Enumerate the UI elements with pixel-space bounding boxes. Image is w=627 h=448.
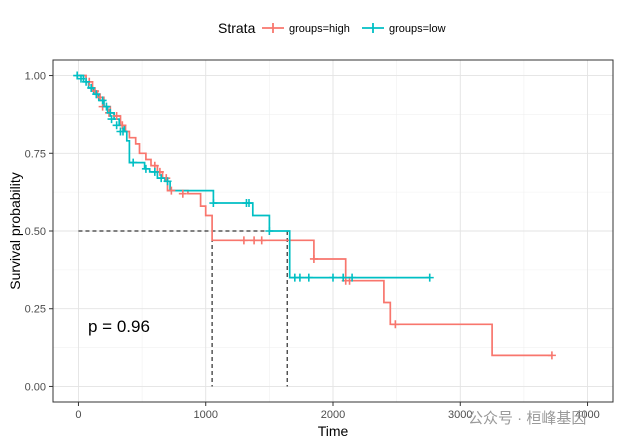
legend-title: Strata [218, 20, 256, 36]
x-axis-title: Time [318, 423, 349, 439]
gridlines [53, 60, 613, 402]
censor-mark-low [92, 90, 101, 99]
censor-mark-low [265, 227, 274, 235]
y-tick-label: 0.25 [25, 304, 46, 316]
censor-mark-low [102, 102, 111, 111]
censor-mark-high [239, 236, 248, 245]
censor-mark-low [295, 273, 304, 282]
x-tick-label: 0 [75, 409, 81, 421]
censor-mark-high [257, 236, 266, 245]
censor-mark-low [107, 115, 116, 124]
censor-mark-high [547, 351, 556, 360]
censor-marks [73, 71, 556, 360]
x-tick-label: 1000 [193, 409, 217, 421]
censor-mark-high [309, 254, 318, 263]
censor-mark-high [250, 236, 259, 245]
y-tick-label: 1.00 [25, 71, 46, 83]
watermark: 公众号 · 桓峰基因 [468, 410, 586, 427]
y-tick-label: 0.50 [25, 226, 46, 238]
censor-mark-low [304, 273, 313, 282]
censor-mark-low [129, 158, 138, 167]
censor-mark-high [112, 111, 121, 120]
censor-mark-high [167, 186, 176, 195]
censor-mark-low [348, 273, 357, 282]
median-lines [78, 230, 288, 387]
censor-mark-low [98, 96, 107, 105]
censor-mark-high [391, 320, 400, 329]
p-value-annotation: p = 0.96 [88, 317, 150, 336]
survival-curve-low [78, 74, 430, 279]
y-tick-label: 0.75 [25, 148, 46, 160]
censor-mark-low [425, 273, 434, 282]
y-axis-title: Survival probability [7, 172, 23, 290]
legend-key-high [262, 23, 284, 33]
x-tick-label: 4000 [575, 409, 599, 421]
legend: Strata groups=high groups=low [218, 20, 446, 36]
y-tick-label: 0.00 [25, 381, 46, 393]
censor-mark-low [339, 273, 348, 282]
censor-mark-low [106, 108, 115, 117]
censor-mark-low [119, 127, 127, 136]
censor-mark-low [209, 199, 218, 208]
axes: 0 1000 2000 3000 4000 0.00 0.25 0.50 0.75 1.00 [25, 71, 600, 421]
x-tick-label: 3000 [448, 409, 472, 421]
censor-mark-low [77, 74, 85, 83]
censor-mark-low [157, 174, 166, 183]
censor-mark-high [178, 189, 187, 198]
legend-label-low: groups=low [389, 23, 446, 35]
censor-mark-low [163, 177, 172, 186]
censor-mark-low [82, 77, 91, 86]
x-tick-label: 2000 [321, 409, 345, 421]
censor-mark-low [329, 273, 337, 282]
censor-mark-low [141, 164, 150, 173]
censor-mark-low [87, 83, 96, 92]
censor-mark-low [150, 167, 159, 176]
censor-mark-low [245, 199, 253, 208]
legend-label-high: groups=high [289, 23, 350, 35]
legend-key-low [362, 23, 384, 33]
censor-mark-low [112, 121, 121, 130]
